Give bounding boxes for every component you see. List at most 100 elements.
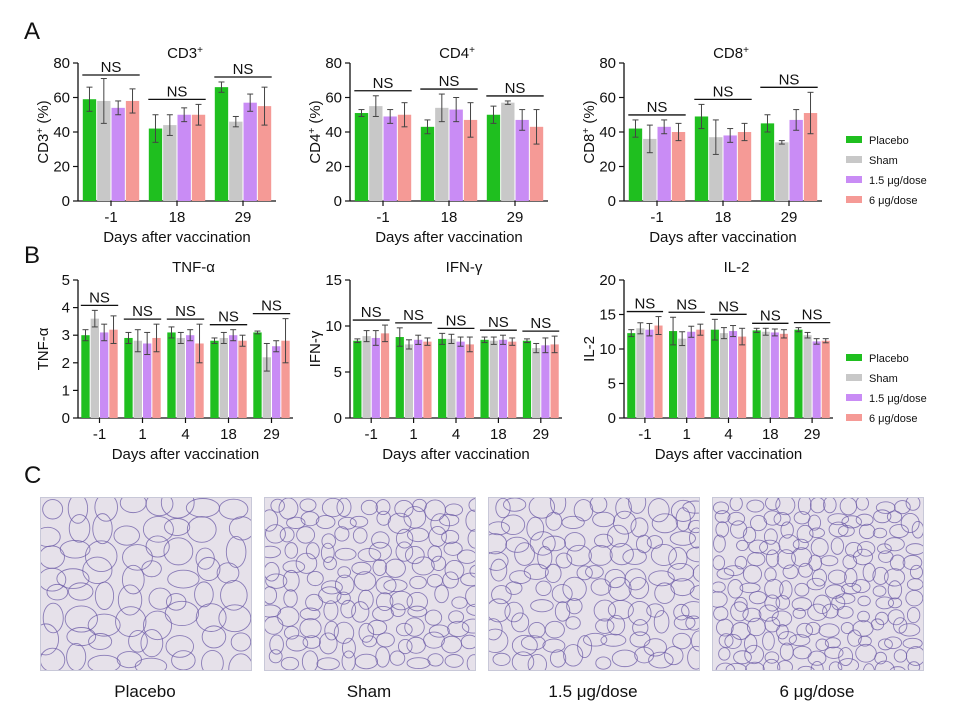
alveolus: [504, 601, 524, 623]
alveolus: [592, 511, 616, 528]
alveolus: [911, 520, 923, 539]
legend-b: Placebo Sham 1.5 μg/dose 6 μg/dose: [846, 353, 927, 425]
bar: [671, 132, 686, 201]
bar: [522, 340, 532, 418]
alveolus: [404, 546, 425, 565]
legend-swatch: [846, 176, 862, 183]
alveolus: [230, 632, 251, 652]
alveolus: [376, 592, 394, 612]
bar: [775, 142, 789, 201]
alveolus: [727, 579, 744, 599]
y-tick-label: 3: [62, 327, 70, 344]
alveolus: [441, 530, 460, 545]
x-tick-label: -1: [104, 209, 117, 226]
bar: [124, 337, 133, 418]
alveolus: [523, 563, 549, 580]
alveolus: [607, 600, 634, 620]
alveolus: [354, 653, 379, 670]
alveolus: [465, 509, 475, 532]
alveolus: [387, 512, 412, 534]
x-tick-label: 29: [804, 426, 821, 443]
y-tick-label: 80: [599, 55, 616, 72]
bar: [779, 333, 788, 418]
alveolus: [583, 632, 608, 647]
alveolus: [807, 603, 828, 621]
alveolus: [762, 631, 775, 651]
bar: [812, 341, 821, 418]
alveolus: [628, 498, 647, 514]
alveolus: [164, 518, 191, 536]
y-tick-label: 0: [608, 193, 616, 210]
x-tick-label: 18: [762, 426, 779, 443]
y-tick-label: 15: [325, 272, 342, 289]
alveolus: [280, 656, 300, 670]
alveolus: [872, 527, 888, 539]
alveolus: [265, 545, 281, 559]
legend-label: 1.5 μg/dose: [869, 175, 927, 187]
alveolus: [390, 603, 406, 618]
alveolus: [564, 532, 586, 552]
alveolus: [653, 610, 670, 634]
alveolus: [730, 601, 749, 622]
alveolus: [664, 646, 684, 666]
alveolus: [299, 607, 321, 621]
alveolus: [349, 515, 369, 528]
alveolus: [823, 498, 837, 514]
alveolus: [389, 650, 406, 666]
alveolus: [724, 633, 742, 649]
legend-label: Placebo: [869, 353, 909, 365]
bar: [447, 338, 456, 418]
bar: [210, 340, 219, 418]
x-tick-label: -1: [650, 209, 663, 226]
alveolus: [142, 515, 174, 543]
alveolus: [874, 651, 887, 665]
bar: [501, 102, 515, 201]
alveolus: [505, 536, 530, 553]
alveolus: [902, 554, 923, 571]
bar: [515, 119, 529, 201]
x-tick-label: -1: [365, 426, 378, 443]
alveolus: [468, 498, 475, 513]
alveolus: [358, 622, 375, 643]
bar: [435, 107, 449, 201]
alveolus: [336, 498, 352, 517]
alveolus: [713, 501, 730, 515]
alveolus: [875, 501, 896, 514]
alveolus: [884, 636, 903, 650]
alveolus: [201, 649, 224, 670]
alveolus: [358, 589, 374, 610]
alveolus: [820, 555, 839, 567]
alveolus: [636, 534, 652, 554]
legend-swatch: [846, 354, 862, 361]
alveolus: [872, 585, 887, 597]
alveolus: [554, 601, 571, 622]
bar: [794, 329, 803, 418]
alveolus: [352, 527, 368, 544]
chart-5: 0 5 10 15 IFN-γ IFN-γ Days after vaccination-1…: [307, 259, 562, 463]
y-tick-label: 40: [599, 124, 616, 141]
alveolus: [764, 567, 777, 582]
bar: [678, 338, 687, 418]
alveolus: [855, 643, 877, 663]
bar: [423, 341, 432, 418]
alveolus: [427, 653, 444, 667]
alveolus: [606, 614, 626, 636]
alveolus: [171, 650, 196, 670]
bar: [508, 341, 517, 418]
y-tick-label: 40: [325, 124, 342, 141]
alveolus: [810, 661, 824, 670]
y-axis-label: IFN-γ: [307, 330, 324, 367]
alveolus: [566, 544, 592, 567]
alveolus: [336, 591, 351, 605]
alveolus: [723, 565, 744, 576]
bar: [669, 331, 678, 418]
alveolus: [828, 521, 849, 538]
alveolus: [779, 580, 793, 600]
alveolus: [668, 546, 688, 570]
alveolus: [716, 618, 734, 637]
significance-label: NS: [802, 307, 823, 324]
x-tick-label: -1: [376, 209, 389, 226]
alveolus: [562, 576, 587, 601]
bar: [489, 340, 498, 418]
